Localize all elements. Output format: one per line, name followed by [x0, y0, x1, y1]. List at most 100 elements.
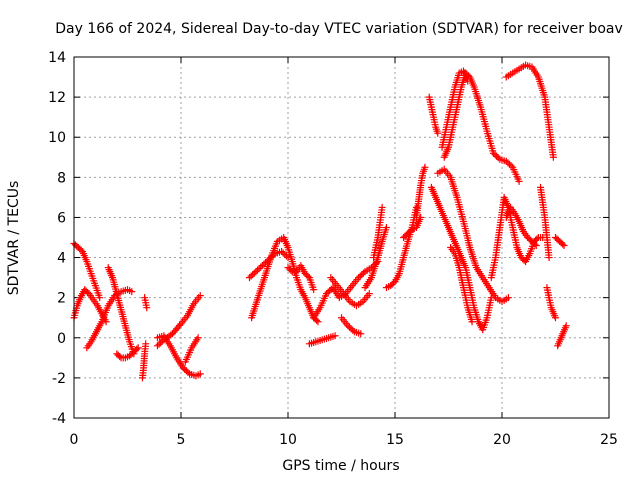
- chart-title: Day 166 of 2024, Sidereal Day-to-day VTE…: [55, 21, 623, 37]
- data-point: [515, 177, 523, 185]
- data-point: [265, 256, 273, 264]
- x-tick-label: 5: [177, 432, 186, 448]
- data-point: [142, 340, 150, 348]
- data-point: [326, 287, 334, 295]
- data-point: [346, 323, 354, 331]
- data-point: [134, 344, 142, 352]
- data-point: [545, 254, 553, 262]
- data-point: [358, 271, 366, 279]
- y-tick-label: 12: [48, 90, 66, 106]
- data-point: [355, 274, 363, 282]
- y-tick-label: 2: [57, 291, 66, 307]
- series-arc26: [427, 183, 495, 334]
- data-point: [365, 290, 373, 298]
- data-point: [255, 265, 263, 273]
- data-point: [254, 266, 262, 274]
- y-tick-labels: -4 -2 0 2 4 6 8 10 12 14: [48, 50, 66, 427]
- data-point: [249, 271, 257, 279]
- x-axis-label: GPS time / hours: [282, 458, 399, 474]
- data-point: [96, 294, 104, 302]
- data-point: [284, 254, 292, 262]
- data-point: [263, 257, 271, 265]
- data-point: [176, 321, 184, 329]
- data-points: [70, 61, 570, 382]
- data-point: [252, 268, 260, 276]
- series-arc10: [181, 334, 202, 366]
- series-arc13: [284, 262, 318, 294]
- series-arc28: [447, 244, 476, 326]
- data-point: [359, 269, 367, 277]
- data-point: [268, 253, 276, 261]
- x-tick-label: 10: [279, 432, 297, 448]
- series-arc33: [543, 284, 559, 322]
- y-tick-label: 14: [48, 50, 66, 66]
- y-tick-label: 6: [57, 210, 66, 226]
- data-point: [181, 365, 189, 373]
- data-point: [412, 203, 420, 211]
- data-point: [532, 242, 540, 250]
- data-point: [310, 286, 318, 294]
- data-point: [489, 149, 497, 157]
- data-point: [349, 326, 357, 334]
- data-point: [157, 339, 165, 347]
- x-tick-label: 25: [600, 432, 618, 448]
- series-arc12: [245, 248, 292, 282]
- series-arc34: [552, 234, 568, 250]
- data-point: [143, 304, 151, 312]
- data-point: [323, 290, 331, 298]
- series-arc23: [425, 93, 442, 137]
- data-point: [507, 162, 515, 170]
- series-arc17: [338, 314, 365, 338]
- plot-frame: [73, 56, 610, 419]
- x-tick-labels: 0 5 10 15 20 25: [70, 432, 618, 448]
- series-arc25: [440, 69, 523, 185]
- data-point: [382, 223, 390, 231]
- series-arc1: [70, 240, 104, 302]
- data-point: [421, 163, 429, 171]
- series-arc31: [502, 61, 557, 161]
- data-point: [331, 332, 339, 340]
- data-point: [270, 251, 278, 259]
- data-point: [562, 322, 570, 330]
- data-point: [434, 129, 442, 137]
- data-point: [505, 160, 513, 168]
- data-point: [378, 203, 386, 211]
- data-point: [196, 370, 204, 378]
- data-point: [245, 274, 253, 282]
- series-arc19: [370, 203, 386, 262]
- series-arc14: [305, 332, 339, 348]
- data-point: [493, 152, 501, 160]
- data-point: [179, 364, 187, 372]
- data-point: [504, 159, 512, 167]
- series-arc5: [113, 344, 142, 362]
- y-tick-label: 0: [57, 331, 66, 347]
- data-point: [278, 248, 286, 256]
- series-arc9: [153, 292, 204, 350]
- data-point: [531, 240, 539, 248]
- data-point: [250, 269, 258, 277]
- series-arc3: [83, 286, 136, 352]
- data-point: [504, 294, 512, 302]
- x-tick-label: 0: [70, 432, 79, 448]
- y-tick-label: 10: [48, 130, 66, 146]
- y-tick-label: 8: [57, 170, 66, 186]
- data-point: [356, 272, 364, 280]
- data-point: [494, 154, 502, 162]
- x-tick-label: 20: [493, 432, 511, 448]
- data-point: [184, 368, 192, 376]
- series-arc29: [487, 193, 547, 282]
- data-point: [153, 342, 161, 350]
- series-arc32: [537, 183, 553, 262]
- y-tick-label: -2: [52, 371, 66, 387]
- series-arc30: [502, 203, 540, 250]
- data-point: [533, 235, 541, 243]
- data-point: [281, 251, 289, 259]
- series-arc15: [310, 258, 382, 322]
- data-point: [304, 272, 312, 280]
- y-axis-label: SDTVAR / TECUs: [6, 181, 22, 296]
- data-point: [182, 367, 190, 375]
- data-point: [128, 288, 136, 296]
- data-point: [549, 153, 557, 161]
